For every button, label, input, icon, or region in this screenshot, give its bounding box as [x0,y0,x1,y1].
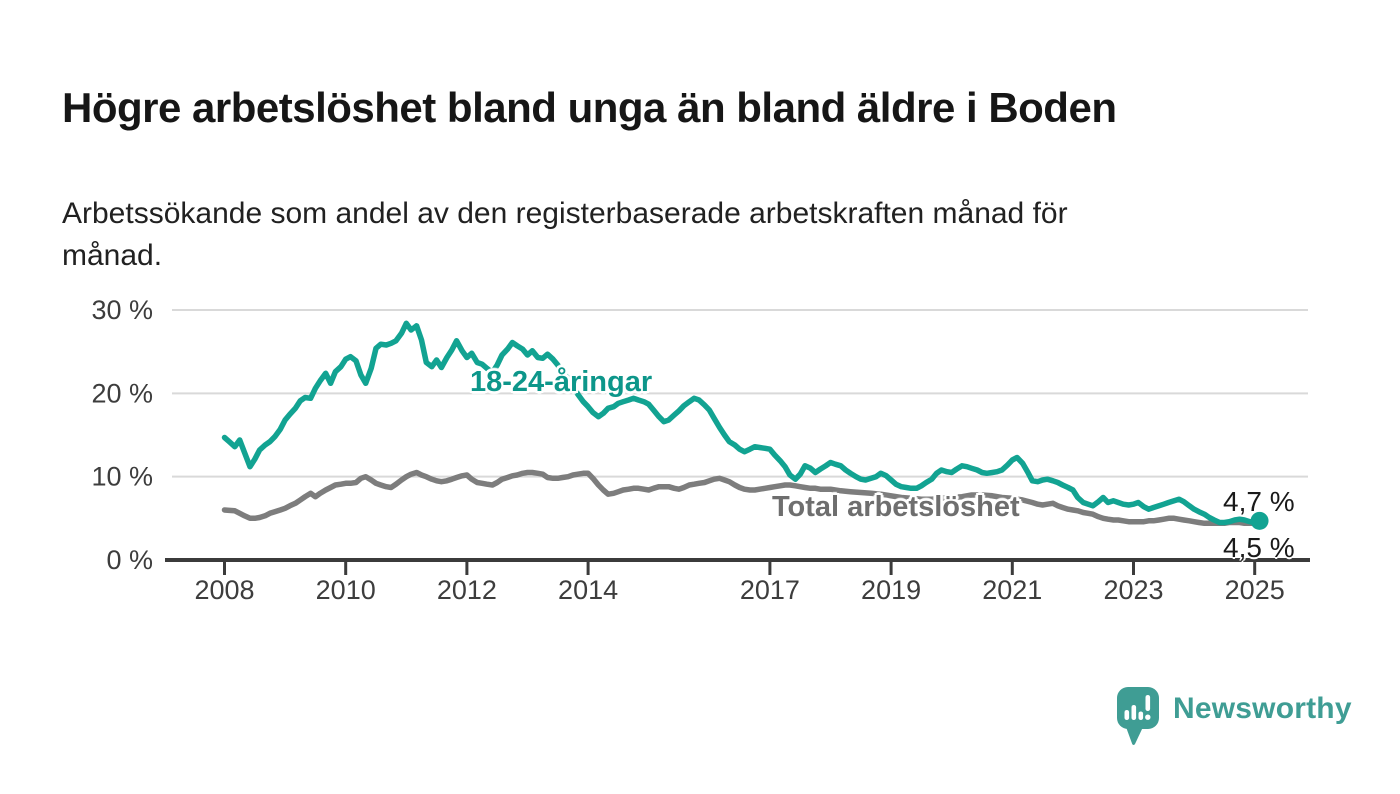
y-tick-label: 0 % [106,545,153,575]
series-end-dot [1250,511,1269,530]
x-tick-label: 2012 [437,575,497,605]
x-tick-label: 2019 [861,575,921,605]
series-line-18-24 [221,320,1263,526]
series-label-18-24: 18-24-åringar [470,366,653,398]
page-title: Högre arbetslöshet bland unga än bland ä… [62,84,1117,132]
y-tick-label: 10 % [91,462,153,492]
y-tick-label: 20 % [91,378,153,408]
y-tick-label: 30 % [91,295,153,325]
series-label-total: Total arbetslöshet [772,491,1020,523]
x-tick-label: 2025 [1225,575,1285,605]
x-tick-label: 2017 [740,575,800,605]
x-tick-label: 2014 [558,575,618,605]
newsworthy-logo: Newsworthy [1116,686,1352,748]
x-tick-label: 2008 [194,575,254,605]
end-value-18-24: 4,7 % [1223,486,1295,517]
x-tick-label: 2023 [1103,575,1163,605]
x-tick-label: 2021 [982,575,1042,605]
x-tick-label: 2010 [316,575,376,605]
chart-subtitle: Arbetssökande som andel av den registerb… [62,197,1068,272]
series-line-total [221,469,1263,527]
end-value-total: 4,5 % [1223,532,1295,563]
newsworthy-logo-icon [1117,687,1159,745]
newsworthy-logo-text: Newsworthy [1173,692,1352,725]
